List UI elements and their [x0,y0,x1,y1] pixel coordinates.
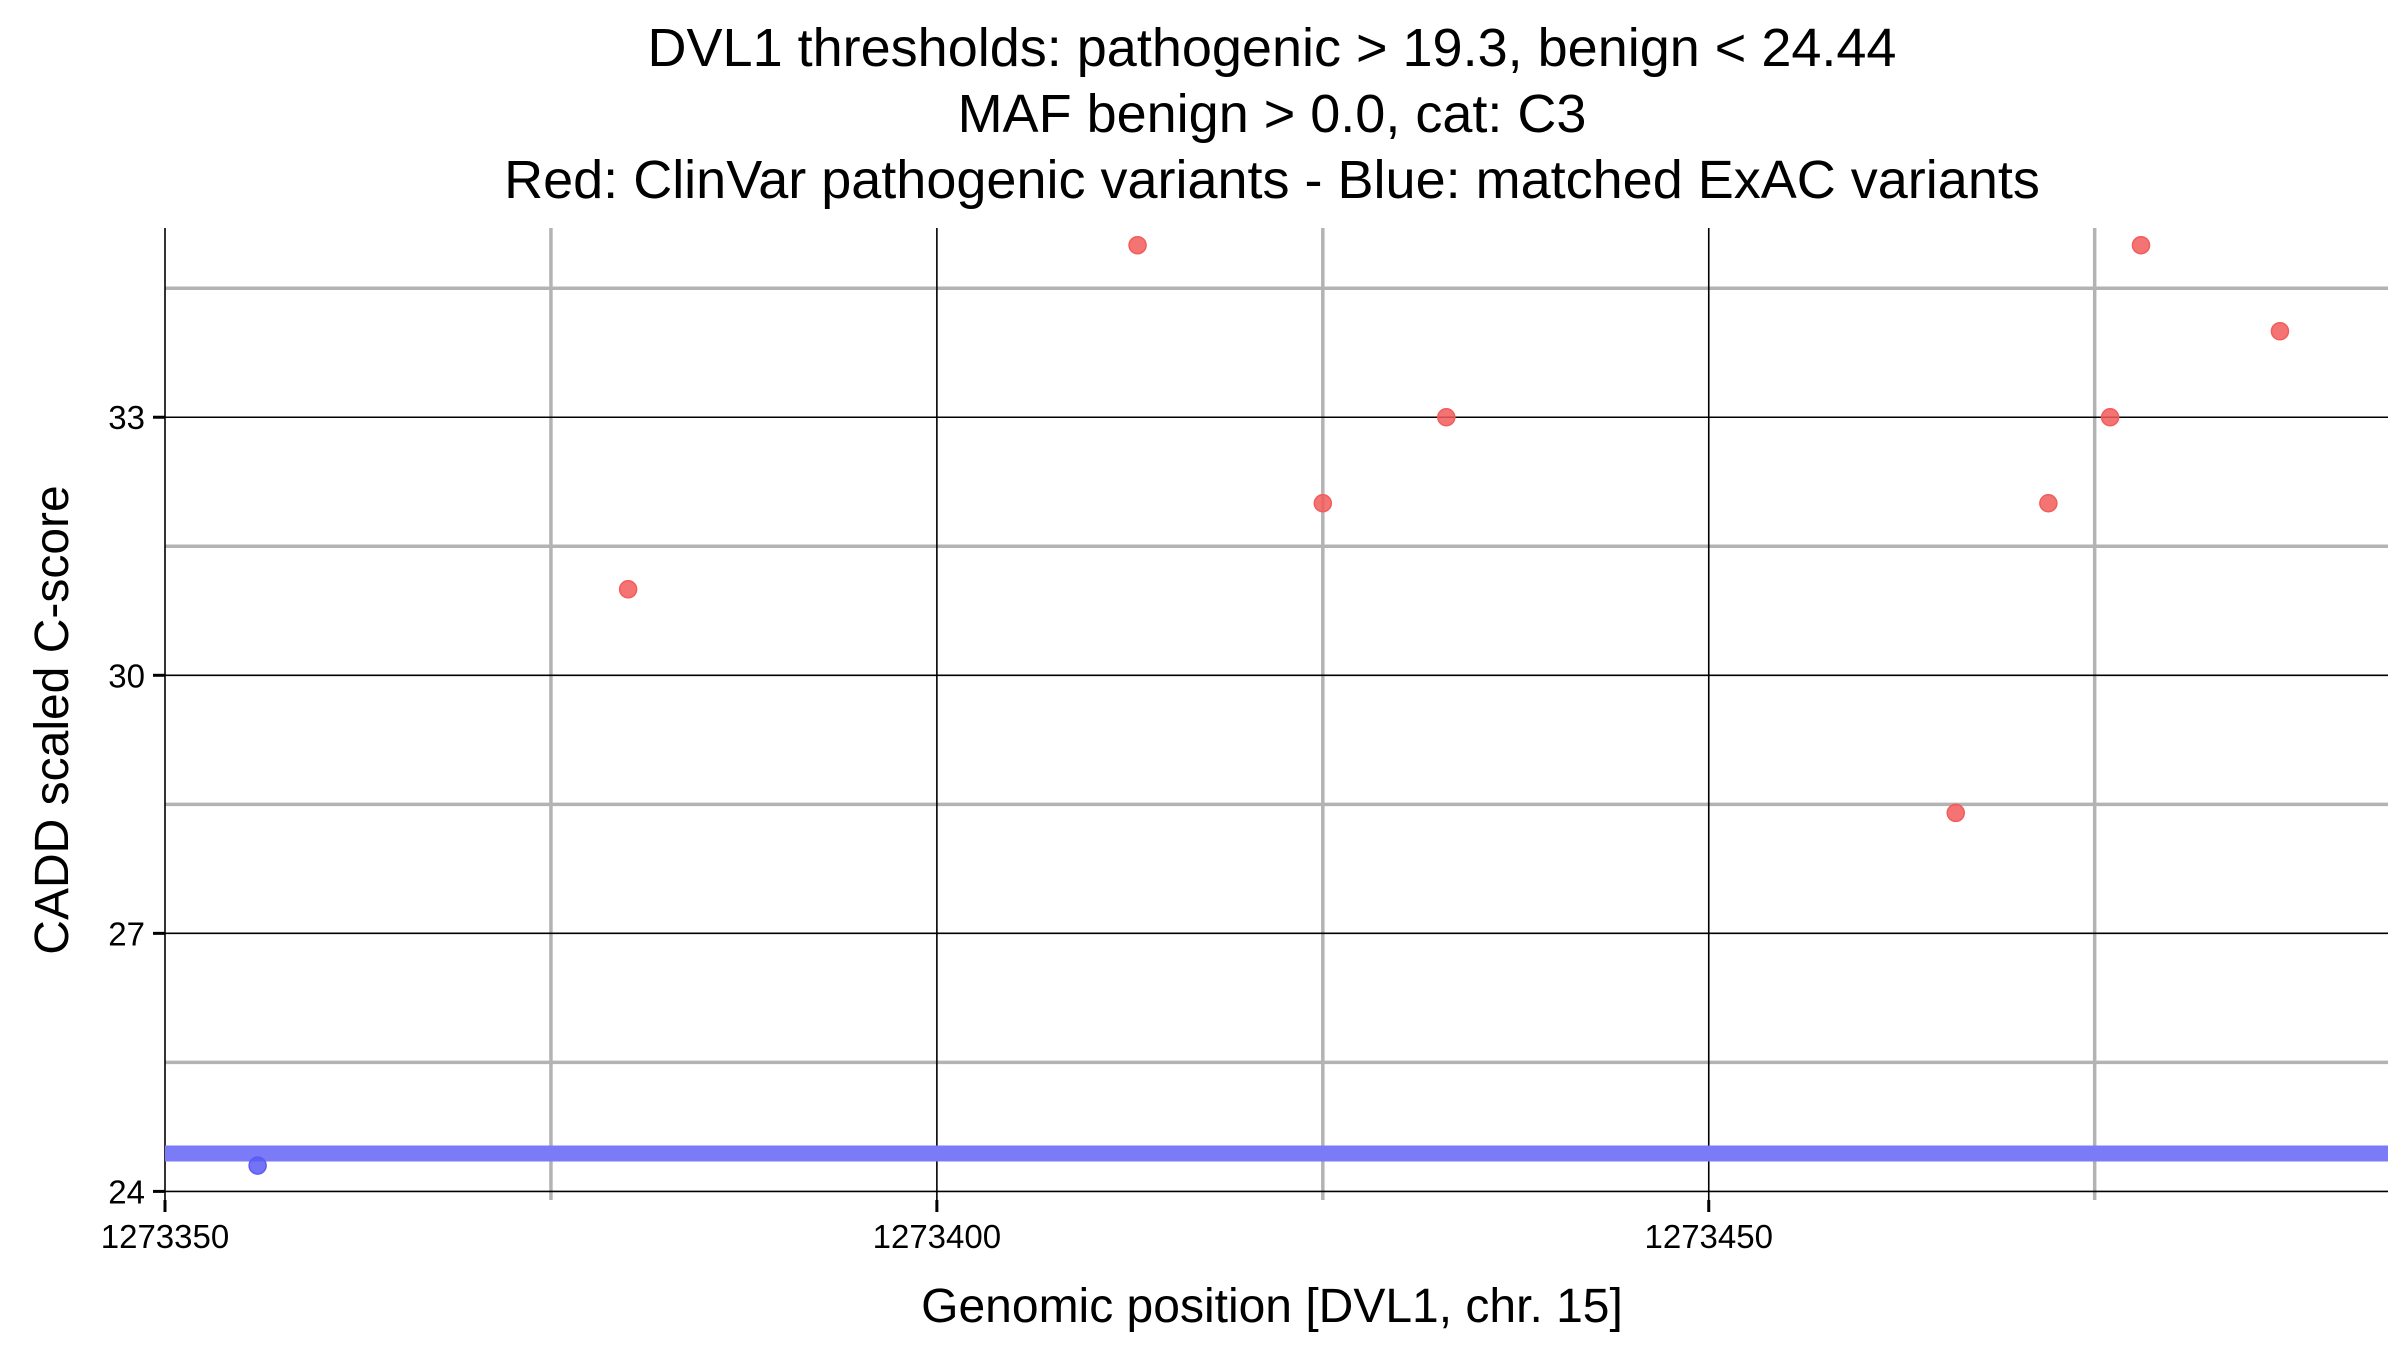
clinvar-pathogenic-point [2270,321,2290,341]
chart-title-line-3: Red: ClinVar pathogenic variants - Blue:… [504,150,2040,210]
x-tick-label: 1273350 [101,1218,229,1255]
y-tick-label: 30 [108,657,145,694]
chart-title-line-1: DVL1 thresholds: pathogenic > 19.3, beni… [648,18,1897,78]
x-tick-label: 1273400 [873,1218,1001,1255]
x-axis-label: Genomic position [DVL1, chr. 15] [921,1280,1623,1333]
y-axis-label: CADD scaled C-score [26,485,79,954]
clinvar-pathogenic-point [2039,494,2058,513]
clinvar-pathogenic-point [1128,235,1147,255]
clinvar-pathogenic-point [2131,235,2151,255]
clinvar-pathogenic-point [1437,407,1456,427]
major-gridlines [164,228,2388,1200]
x-tick-label: 1273450 [1645,1218,1773,1255]
y-tick-label: 24 [108,1173,145,1210]
exac-variant-point [248,1156,267,1175]
chart-title-line-2: MAF benign > 0.0, cat: C3 [958,84,1587,144]
minor-gridlines [165,228,2388,1200]
data-points [248,235,2290,1175]
clinvar-pathogenic-point [1946,803,1965,823]
clinvar-pathogenic-point [618,580,638,599]
clinvar-pathogenic-point [1313,494,1333,513]
clinvar-pathogenic-point [2100,407,2120,427]
y-tick-label: 27 [108,915,145,952]
axes: 1273350 1273400 1273450 24 27 30 33 [101,399,1773,1255]
y-tick-label: 33 [108,399,145,436]
